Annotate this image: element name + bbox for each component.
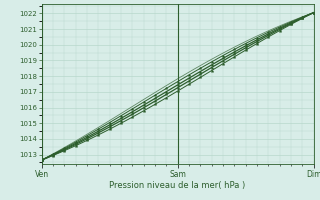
X-axis label: Pression niveau de la mer( hPa ): Pression niveau de la mer( hPa ) bbox=[109, 181, 246, 190]
